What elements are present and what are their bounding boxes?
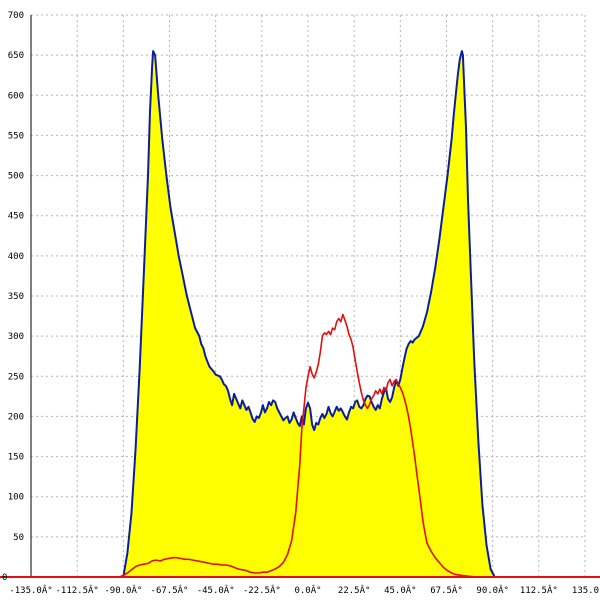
y-tick-label: 400 xyxy=(8,252,24,262)
y-tick-label: 200 xyxy=(8,412,24,422)
y-tick-label: 100 xyxy=(8,493,24,503)
y-tick-label: 450 xyxy=(8,212,24,222)
x-tick-label: 90.0Â° xyxy=(476,584,509,596)
tick-labels: -135.0Â° -112.5Â° -90.0Â° -67.5Â° -45.0Â° -22… xyxy=(8,11,599,596)
y-tick-label: 550 xyxy=(8,131,24,141)
x-tick-label: -67.5Â° xyxy=(151,584,189,596)
x-tick-label: 0.0Â° xyxy=(294,584,321,596)
y-tick-label: 300 xyxy=(8,332,24,342)
y-tick-label: 500 xyxy=(8,172,24,182)
x-tick-label: 22.5Â° xyxy=(338,584,371,596)
x-tick-label: 45.0Â° xyxy=(384,584,417,596)
y-tick-label: 700 xyxy=(8,11,24,21)
x-tick-label: 67.5Â° xyxy=(430,584,463,596)
y-zero-label: 0 xyxy=(2,573,7,583)
y-tick-label: 50 xyxy=(13,533,24,543)
x-tick-label: -45.0Â° xyxy=(197,584,235,596)
x-tick-label: 112.5Â° xyxy=(520,584,558,596)
filled-area-outline xyxy=(122,50,496,578)
red-line-series xyxy=(118,313,477,578)
x-tick-label: -135.0Â° xyxy=(9,584,52,596)
y-tick-label: 350 xyxy=(8,292,24,302)
x-tick-label: -22.5Â° xyxy=(243,584,281,596)
x-tick-label: 135.0 xyxy=(572,586,599,596)
x-tick-label: -112.5Â° xyxy=(55,584,98,596)
filled-area-series xyxy=(123,51,495,578)
y-tick-label: 600 xyxy=(8,91,24,101)
x-tick-label: -90.0Â° xyxy=(104,584,142,596)
y-tick-label: 250 xyxy=(8,372,24,382)
y-tick-label: 650 xyxy=(8,51,24,61)
y-tick-label: 150 xyxy=(8,453,24,463)
